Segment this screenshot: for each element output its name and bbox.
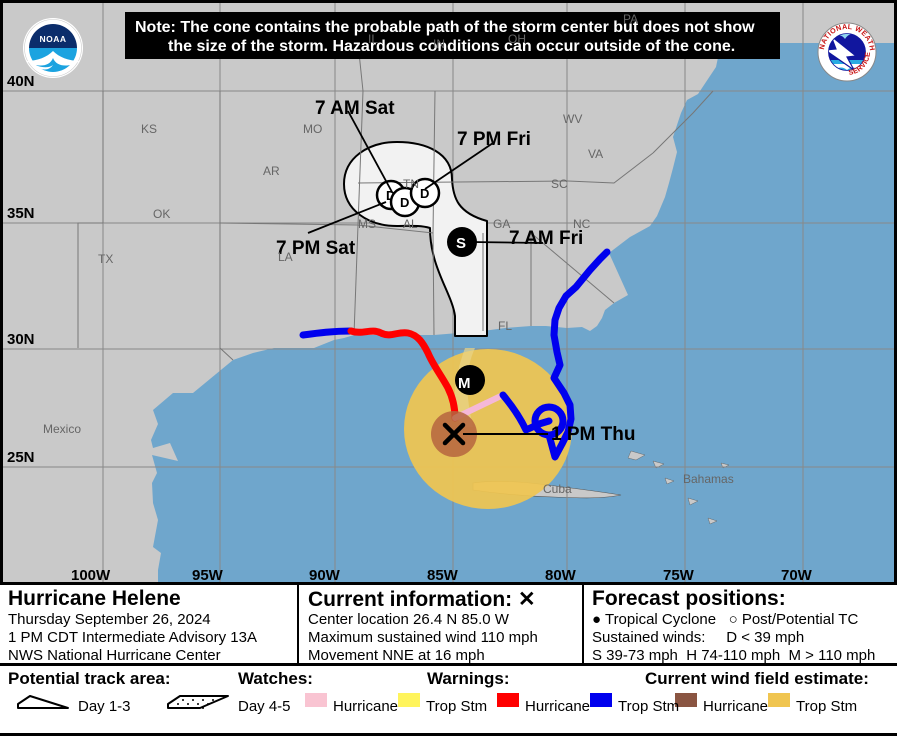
- svg-text:Note: The cone contains the pr: Note: The cone contains the probable pat…: [135, 19, 755, 36]
- svg-text:S: S: [456, 235, 466, 252]
- svg-text:AL: AL: [403, 217, 418, 231]
- svg-text:GA: GA: [493, 217, 510, 231]
- svg-text:IN: IN: [433, 37, 445, 51]
- svg-text:FL: FL: [498, 319, 512, 333]
- svg-text:M: M: [458, 375, 471, 392]
- svg-text:85W: 85W: [427, 567, 459, 584]
- svg-text:SC: SC: [551, 177, 568, 191]
- svg-text:the size of the storm. Hazardo: the size of the storm. Hazardous conditi…: [168, 38, 735, 55]
- svg-text:30N: 30N: [7, 331, 35, 348]
- svg-text:100W: 100W: [71, 567, 111, 584]
- svg-text:7 PM Fri: 7 PM Fri: [457, 129, 531, 150]
- svg-text:LA: LA: [278, 250, 293, 264]
- svg-text:40N: 40N: [7, 73, 35, 90]
- svg-text:Cuba: Cuba: [543, 482, 572, 496]
- svg-text:NOAA: NOAA: [39, 34, 66, 44]
- svg-text:75W: 75W: [663, 567, 695, 584]
- svg-text:35N: 35N: [7, 205, 35, 222]
- svg-text:MS: MS: [358, 217, 376, 231]
- svg-text:Mexico: Mexico: [43, 422, 81, 436]
- svg-text:95W: 95W: [192, 567, 224, 584]
- svg-text:PA: PA: [623, 12, 638, 26]
- svg-text:D: D: [400, 195, 409, 210]
- svg-text:80W: 80W: [545, 567, 577, 584]
- svg-text:WV: WV: [563, 112, 582, 126]
- svg-text:TN: TN: [403, 177, 419, 191]
- svg-text:OK: OK: [153, 207, 170, 221]
- svg-text:VA: VA: [588, 147, 603, 161]
- svg-text:NC: NC: [573, 217, 591, 231]
- svg-text:25N: 25N: [7, 449, 35, 466]
- svg-text:IL: IL: [368, 32, 378, 46]
- svg-text:1 PM Thu: 1 PM Thu: [551, 424, 635, 445]
- svg-text:KS: KS: [141, 122, 157, 136]
- svg-text:OH: OH: [508, 32, 526, 46]
- svg-text:AR: AR: [263, 164, 280, 178]
- svg-text:TX: TX: [98, 252, 113, 266]
- svg-text:7 AM Fri: 7 AM Fri: [509, 228, 583, 249]
- svg-text:Bahamas: Bahamas: [683, 472, 734, 486]
- svg-text:MO: MO: [303, 122, 322, 136]
- svg-text:90W: 90W: [309, 567, 341, 584]
- svg-text:7 AM Sat: 7 AM Sat: [315, 98, 395, 119]
- svg-text:70W: 70W: [781, 567, 813, 584]
